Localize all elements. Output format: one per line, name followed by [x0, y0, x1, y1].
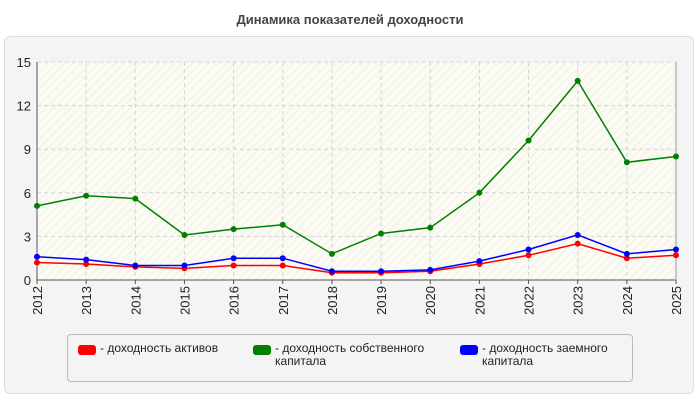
x-tick-label: 2025 [669, 286, 684, 315]
plot-area [37, 62, 676, 280]
x-tick-label: 2014 [128, 286, 143, 315]
data-point [34, 259, 40, 266]
data-point [132, 195, 139, 202]
x-tick-label: 2024 [620, 286, 635, 315]
data-point [623, 255, 630, 262]
x-tick-label: 2012 [30, 286, 45, 315]
y-tick-label: 12 [17, 99, 31, 114]
legend-swatch-blue [460, 345, 478, 355]
data-point [427, 266, 434, 273]
y-tick-label: 9 [24, 142, 31, 157]
data-point [476, 258, 483, 265]
legend-label: - доходность собственного капитала [275, 341, 425, 368]
data-point [328, 268, 335, 275]
data-point [673, 246, 679, 253]
data-point [525, 252, 532, 259]
x-tick-label: 2020 [423, 286, 438, 315]
y-tick-label: 6 [24, 186, 31, 201]
data-point [34, 202, 40, 209]
data-point [673, 252, 679, 259]
tick-labels: 0 3 6 9 12 15 2012 2013 2014 2015 2016 2017 2018 2019… [17, 55, 684, 315]
data-point [574, 231, 581, 238]
data-point [623, 250, 630, 257]
data-point [623, 159, 630, 166]
data-point [83, 192, 90, 199]
legend-swatch-green [253, 345, 271, 355]
data-point [132, 262, 139, 269]
data-point [279, 262, 286, 269]
x-tick-label: 2015 [177, 286, 192, 315]
data-point [378, 230, 385, 237]
data-point [279, 255, 286, 262]
data-point [378, 268, 385, 275]
data-point [673, 153, 679, 160]
grid [37, 61, 676, 280]
data-point [574, 240, 581, 247]
series-group [34, 77, 679, 276]
data-point [83, 256, 90, 263]
data-point [525, 137, 532, 144]
legend-label: - доходность заемного капитала [482, 341, 608, 368]
data-point [476, 189, 483, 196]
data-point [230, 226, 237, 233]
y-tick-label: 3 [24, 229, 31, 244]
y-tick-label: 0 [24, 273, 31, 288]
data-point [279, 221, 286, 228]
x-tick-label: 2021 [472, 286, 487, 315]
legend: - доходность активов - доходность собств… [67, 334, 633, 382]
axes [36, 62, 677, 284]
y-tick-label: 15 [17, 55, 31, 70]
data-point [525, 246, 532, 253]
x-tick-label: 2022 [522, 286, 537, 315]
series-line-1 [36, 79, 677, 255]
legend-label: - доходность активов [100, 341, 219, 355]
data-point [83, 261, 90, 268]
data-point [230, 262, 237, 269]
x-tick-label: 2023 [571, 286, 586, 315]
series-line-0 [36, 242, 677, 274]
x-tick-label: 2013 [79, 286, 94, 315]
data-point [427, 224, 434, 231]
legend-swatch-red [78, 345, 96, 355]
chart-title: Динамика показателей доходности [236, 12, 464, 27]
x-tick-label: 2019 [374, 286, 389, 315]
data-point [181, 231, 188, 238]
data-point [328, 250, 335, 257]
data-point [230, 255, 237, 262]
x-tick-label: 2018 [325, 286, 340, 315]
x-tick-label: 2016 [227, 286, 242, 315]
x-tick-label: 2017 [276, 286, 291, 315]
data-point [574, 77, 581, 84]
data-point [34, 253, 40, 260]
series-line-2 [36, 234, 677, 273]
data-point [181, 262, 188, 269]
